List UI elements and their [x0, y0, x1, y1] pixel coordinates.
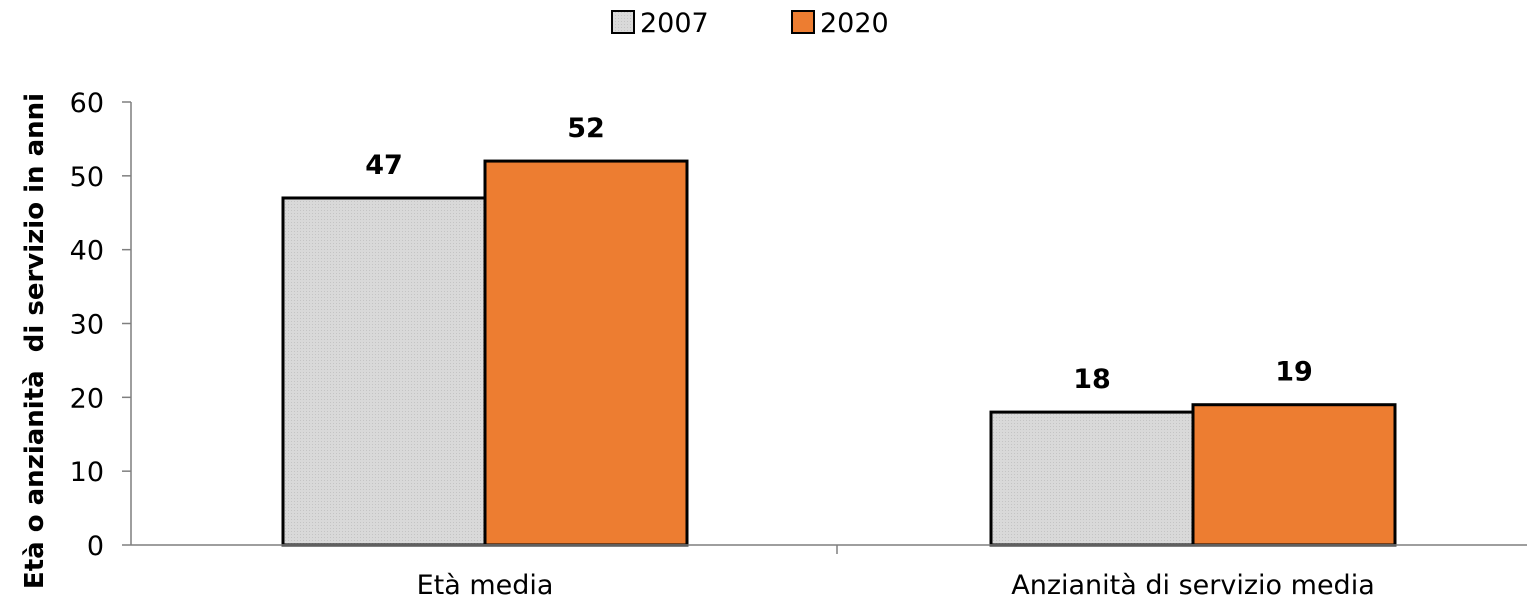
- bar-2020-0: [483, 159, 689, 547]
- category-label-eta-media: Età media: [417, 570, 554, 601]
- y-tick-label: 0: [87, 531, 104, 562]
- y-tick-label: 10: [70, 457, 104, 488]
- legend-swatch-2020: [791, 10, 815, 34]
- y-tick-label: 50: [70, 162, 104, 193]
- y-tick-label: 40: [70, 236, 104, 267]
- legend: 2007 2020: [611, 8, 889, 39]
- data-label-2007-0: 47: [365, 150, 403, 181]
- legend-label-2020: 2020: [820, 8, 889, 39]
- bar-2007-0: [281, 196, 487, 547]
- bar-2020-1: [1191, 403, 1397, 547]
- y-tick-label: 60: [70, 88, 104, 119]
- bar-2007-1: [989, 410, 1195, 547]
- y-tick-label: 20: [70, 383, 104, 414]
- y-axis: 0 10 20 30 40 50 60: [70, 88, 131, 562]
- y-tick-label: 30: [70, 310, 104, 341]
- data-label-2020-1: 19: [1275, 357, 1313, 388]
- bars: 47 18 52 19: [281, 113, 1397, 547]
- data-label-2007-1: 18: [1073, 364, 1111, 395]
- legend-label-2007: 2007: [640, 8, 709, 39]
- data-label-2020-0: 52: [567, 113, 605, 144]
- y-axis-title: Età o anzianità di servizio in anni: [20, 93, 50, 589]
- legend-swatch-2007: [611, 10, 635, 34]
- category-label-anzianita-servizio-media: Anzianità di servizio media: [1011, 570, 1375, 601]
